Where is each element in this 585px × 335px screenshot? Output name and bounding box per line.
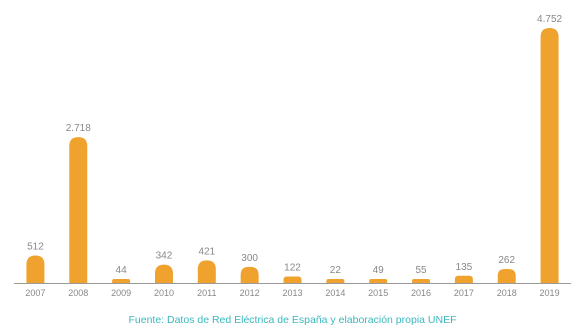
value-label-2019: 4.752 <box>537 14 562 25</box>
bar-2014 <box>326 279 345 283</box>
value-labels-group: 512 2.718 44 342 421 300 122 22 49 55 135 262 4.752 <box>27 14 562 276</box>
x-tick-2014: 2014 <box>325 288 345 298</box>
bar-2013 <box>283 276 302 283</box>
value-label-2009: 44 <box>116 265 128 276</box>
value-label-2014: 22 <box>330 265 342 276</box>
x-tick-2015: 2015 <box>368 288 388 298</box>
value-label-2011: 421 <box>198 246 215 257</box>
x-tick-2012: 2012 <box>240 288 260 298</box>
bar-2016 <box>412 279 431 283</box>
bars-group <box>26 28 559 283</box>
bar-2012 <box>240 266 259 283</box>
x-tick-2007: 2007 <box>25 288 45 298</box>
bar-2017 <box>454 275 473 283</box>
bar-2009 <box>112 279 131 283</box>
value-label-2007: 512 <box>27 242 44 253</box>
bar-2018 <box>497 268 516 283</box>
bar-2011 <box>197 260 216 283</box>
value-label-2015: 49 <box>373 265 385 276</box>
x-tick-2017: 2017 <box>454 288 474 298</box>
source-note: Fuente: Datos de Red Eléctrica de España… <box>128 314 457 326</box>
bar-2007 <box>26 255 45 283</box>
bar-2019 <box>540 28 559 283</box>
value-label-2016: 55 <box>415 265 427 276</box>
x-tick-labels-group: 2007 2008 2009 2010 2011 2012 2013 2014 2015 2016… <box>25 288 559 298</box>
value-label-2018: 262 <box>498 255 515 266</box>
value-label-2012: 300 <box>241 253 258 264</box>
x-tick-2018: 2018 <box>497 288 517 298</box>
value-label-2017: 135 <box>456 262 473 273</box>
x-tick-2019: 2019 <box>540 288 560 298</box>
value-label-2008: 2.718 <box>66 123 91 134</box>
value-label-2010: 342 <box>156 251 173 262</box>
value-label-2013: 122 <box>284 262 301 273</box>
x-tick-2013: 2013 <box>282 288 302 298</box>
bar-2008 <box>69 137 88 283</box>
x-tick-2008: 2008 <box>68 288 88 298</box>
bar-2015 <box>369 279 388 283</box>
x-tick-2016: 2016 <box>411 288 431 298</box>
x-tick-2010: 2010 <box>154 288 174 298</box>
x-tick-2009: 2009 <box>111 288 131 298</box>
x-tick-2011: 2011 <box>197 288 216 298</box>
bar-2010 <box>154 264 173 283</box>
bar-chart: 512 2.718 44 342 421 300 122 22 49 55 135 262 4.752 … <box>14 14 571 298</box>
